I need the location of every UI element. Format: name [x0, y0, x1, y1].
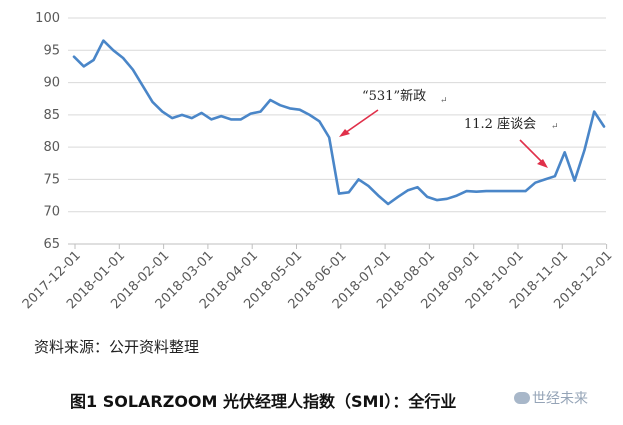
y-tick-label: 65 — [43, 237, 60, 252]
figure-caption: 图1 SOLARZOOM 光伏经理人指数（SMI）：全行业 — [70, 392, 457, 411]
y-tick-label: 85 — [43, 108, 60, 123]
source-note: 资料来源：公开资料整理 — [34, 338, 200, 356]
annotation-531-arrowhead — [339, 129, 350, 137]
annotation-1102: 11.2 座谈会 — [464, 117, 536, 132]
y-axis: 65 70 75 80 85 90 95 100 — [35, 11, 60, 252]
annotation-1102-arrow — [519, 139, 544, 164]
y-tick-label: 75 — [43, 172, 60, 187]
y-tick-label: 90 — [43, 76, 60, 91]
annotation-1102-mark: ↵ — [551, 122, 559, 132]
y-tick-label: 100 — [35, 11, 60, 26]
smi-series-line — [72, 39, 606, 206]
annotation-1102-arrowhead — [537, 159, 548, 168]
annotation-531: “531”新政 — [362, 88, 426, 104]
y-tick-label: 70 — [43, 205, 60, 220]
watermark-text: 世经未来 — [532, 391, 588, 407]
line-chart: 65 70 75 80 85 90 95 100 2017-12-012018-01-0120… — [20, 11, 616, 312]
wechat-icon — [514, 392, 530, 404]
annotation-531-mark: ↵ — [440, 96, 448, 106]
x-axis: 2017-12-012018-01-012018-02-012018-03-01… — [20, 244, 615, 312]
grid-lines — [68, 17, 606, 213]
annotation-531-arrow — [344, 109, 379, 134]
y-tick-label: 80 — [43, 140, 60, 155]
watermark: 世经未来 — [514, 388, 588, 408]
y-tick-label: 95 — [43, 43, 60, 58]
